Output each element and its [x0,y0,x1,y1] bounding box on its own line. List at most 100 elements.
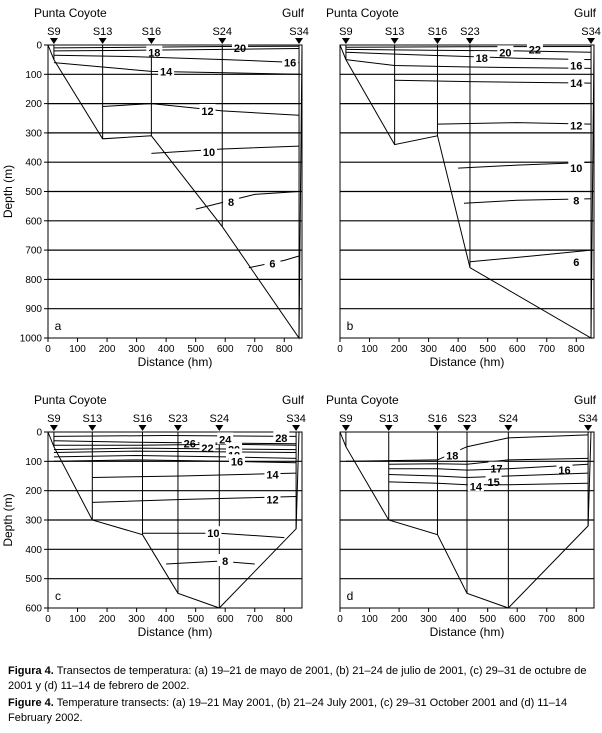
isotherm-22 [53,447,297,451]
isotherm-label-bg [282,55,299,68]
x-tick-label: 700 [246,614,263,625]
isotherm-label-bg [485,474,502,487]
x-tick-label: 600 [217,344,234,355]
station-marker [504,425,513,431]
isotherm-26 [53,440,297,445]
station-marker [433,38,442,44]
isotherm-12 [437,122,592,125]
station-marker [49,425,58,431]
isotherm-label-bg [199,103,216,116]
isotherm-label-12: 12 [570,121,582,133]
x-tick-label: 400 [450,344,467,355]
station-label-s13: S13 [379,413,399,425]
isotherm-label-bg [199,441,216,454]
isotherm-label-14: 14 [160,66,173,78]
y-tick-label: 0 [36,41,42,52]
x-tick-label: 700 [538,344,555,355]
isotherm-label-bg [568,193,585,206]
isotherm-label-12: 12 [201,106,213,118]
isotherm-label-bg [273,430,290,443]
station-label-s34: S34 [289,26,309,38]
figure-captions: Figura 4. Transectos de temperatura: (a)… [8,664,594,728]
isotherm-label-12: 12 [266,494,278,506]
station-marker [295,38,304,44]
isotherm-label-bg [223,194,240,207]
isotherm-label-17: 17 [490,464,502,476]
x-tick-label: 500 [187,614,204,625]
isotherm-label-22: 22 [201,443,213,455]
isotherm-label-8: 8 [228,197,234,209]
isotherm-label-10: 10 [570,163,582,175]
station-marker [587,38,596,44]
isotherm-20 [53,45,300,49]
station-marker [384,425,393,431]
isotherm-label-18: 18 [148,47,160,59]
y-tick-label: 300 [25,516,42,527]
station-label-s9: S9 [47,413,60,425]
isotherm-label-bg [181,436,198,449]
isotherm-8 [166,560,255,565]
isotherm-label-bg [217,432,234,445]
station-label-s24: S24 [499,413,519,425]
station-marker [138,425,147,431]
station-label-s16: S16 [428,413,448,425]
left-location-label: Punta Coyote [34,393,107,407]
x-tick-label: 800 [568,344,585,355]
isotherm-16 [345,59,592,69]
station-label-s34: S34 [286,413,306,425]
right-location-label: Gulf [282,393,305,407]
x-axis-title: Distance (hm) [430,625,505,639]
caption-spanish-label: Figura 4. [8,665,54,677]
x-axis-title: Distance (hm) [430,355,505,369]
isotherm-10 [458,161,592,169]
station-marker [215,425,224,431]
x-tick-label: 0 [45,614,51,625]
isotherm-label-bg [231,40,248,53]
isotherm-label-bg [556,463,573,476]
x-tick-label: 600 [217,614,234,625]
isotherm-28 [53,434,297,437]
y-tick-label: 0 [36,428,42,439]
isotherm-label-22: 22 [529,44,541,56]
isotherm-12 [92,496,297,503]
isotherm-label-14: 14 [470,481,483,493]
isotherm-label-10: 10 [203,147,215,159]
isotherm-16 [53,54,300,64]
x-axis-title: Distance (hm) [138,355,213,369]
isotherm-label-bg [568,118,585,131]
y-tick-label: 1000 [20,334,43,345]
isotherm-label-bg [229,454,246,467]
panel-b: 0 100 200 300 400 500 600 700 800 Distance (hm) 22… [326,6,601,369]
isotherm-17 [388,457,589,465]
station-label-s23: S23 [457,413,477,425]
isotherm-6 [469,249,592,263]
caption-spanish-text: Transectos de temperatura: (a) 19–21 de … [8,665,587,692]
station-marker [390,38,399,44]
isotherm-14 [388,481,589,486]
x-tick-label: 200 [99,614,116,625]
isotherm-label-14: 14 [266,470,279,482]
bathymetry-line [339,431,592,609]
panel-letter: b [347,319,354,333]
isotherm-6 [248,255,300,269]
caption-spanish: Figura 4. Transectos de temperatura: (a)… [8,664,594,693]
y-tick-label: 500 [25,187,42,198]
isotherm-label-6: 6 [573,257,579,269]
isotherm-label-16: 16 [570,61,582,73]
isotherm-16 [53,459,297,464]
station-label-s16: S16 [428,26,448,38]
x-tick-label: 300 [420,614,437,625]
left-location-label: Punta Coyote [326,6,399,20]
x-tick-label: 0 [45,344,51,355]
station-label-s16: S16 [142,26,162,38]
isotherm-label-bg [568,76,585,89]
station-label-s9: S9 [339,26,352,38]
isotherm-label-bg [473,51,490,64]
isotherm-14 [53,62,300,75]
station-label-s23: S23 [460,26,480,38]
isotherm-18 [53,454,297,459]
x-tick-label: 0 [337,344,343,355]
station-marker [88,425,97,431]
x-tick-label: 200 [99,344,116,355]
